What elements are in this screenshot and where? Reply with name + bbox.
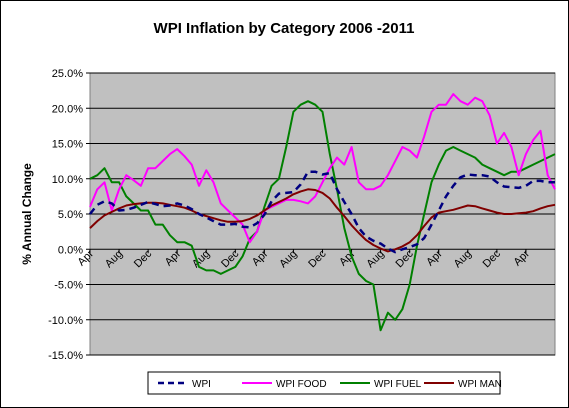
y-tick-label: -5.0%	[54, 280, 83, 292]
y-tick-label: 25.0%	[52, 68, 83, 80]
legend-label: WPI MAN	[458, 379, 502, 390]
legend: WPI WPI FOOD WPI FUEL WPI MAN	[147, 371, 502, 395]
y-tick-label: -10.0%	[48, 315, 83, 327]
y-axis-ticks: -15.0% -10.0% -5.0% 0.0% 5.0% 10.0% 15.0% 20.0%…	[48, 68, 90, 362]
chart-title: WPI Inflation by Category 2006 -2011	[154, 20, 415, 37]
legend-label: WPI FOOD	[276, 379, 327, 390]
y-axis-label: % Annual Change	[20, 163, 34, 265]
y-tick-label: 20.0%	[52, 103, 83, 115]
y-tick-label: 5.0%	[58, 209, 83, 221]
y-tick-label: 15.0%	[52, 139, 83, 151]
series-lines	[89, 93, 556, 332]
series-line-wpi-man	[89, 188, 556, 253]
legend-label: WPI	[192, 379, 211, 390]
y-tick-label: 10.0%	[52, 174, 83, 186]
legend-box	[147, 371, 501, 395]
series-line-wpi-fuel	[89, 100, 556, 332]
legend-label: WPI FUEL	[374, 379, 422, 390]
series-line-wpi-food	[89, 93, 556, 244]
gridlines	[90, 72, 555, 356]
y-tick-label: -15.0%	[48, 350, 83, 362]
y-tick-label: 0.0%	[58, 244, 83, 256]
series-line-wpi	[89, 170, 555, 254]
